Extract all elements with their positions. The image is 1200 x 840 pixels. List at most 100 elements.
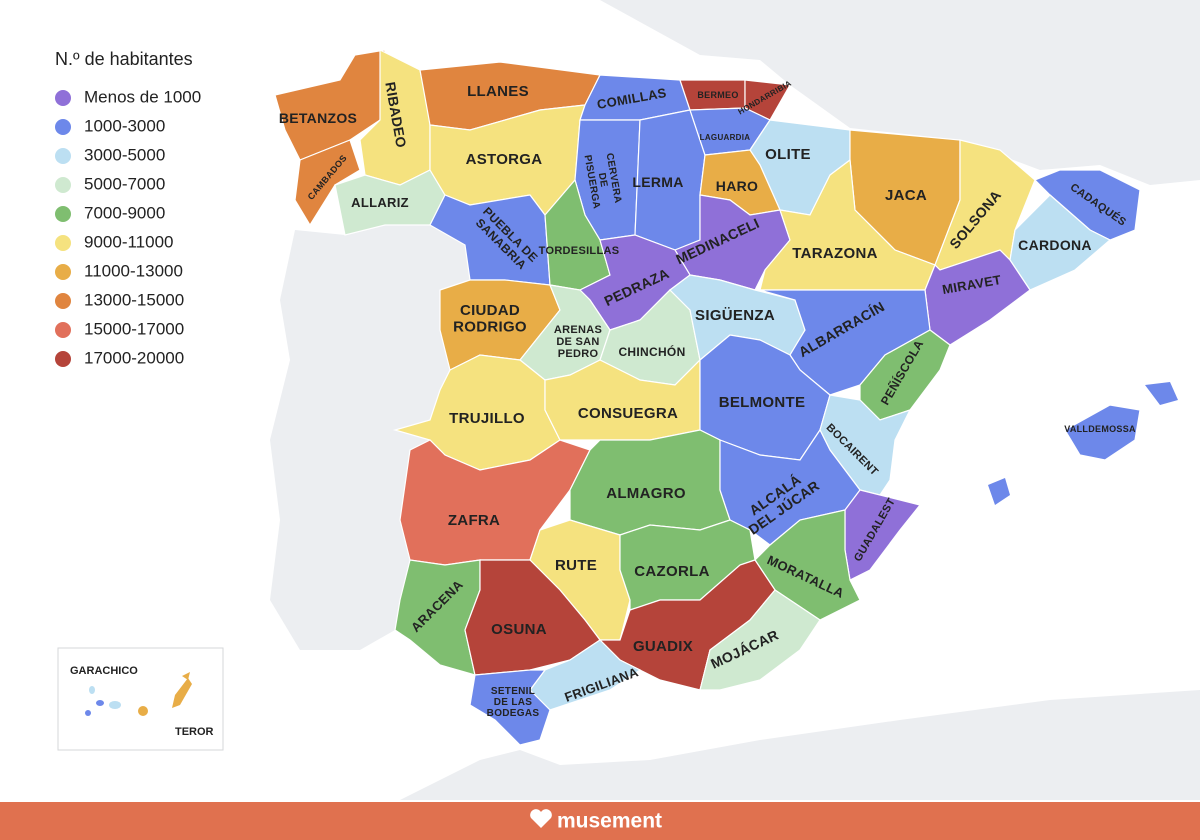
island — [988, 478, 1010, 505]
regions — [274, 49, 1178, 746]
region-label-line: BETANZOS — [279, 110, 357, 126]
region-label-line: OLITE — [765, 146, 811, 163]
region-label-line: DE — [596, 172, 609, 188]
legend-label: 15000-17000 — [84, 319, 184, 338]
region-label: CAZORLA — [634, 563, 709, 580]
region-label-line: DE SAN — [556, 336, 599, 348]
region-label-line: TRUJILLO — [449, 410, 525, 427]
region-label-line: BERMEO — [697, 90, 738, 100]
legend-label: 13000-15000 — [84, 290, 184, 309]
inset-label: TEROR — [175, 726, 214, 738]
region — [469, 669, 551, 746]
region-label-line: LLANES — [467, 83, 529, 100]
region-label: RUTE — [555, 557, 597, 574]
region-label: SIGÜENZA — [695, 307, 775, 324]
brand-name: musement — [557, 810, 662, 833]
portugal-land — [270, 225, 470, 650]
region-label: VALLDEMOSSA — [1064, 424, 1136, 434]
legend-swatch — [55, 119, 71, 135]
region — [394, 559, 481, 676]
legend-swatch — [55, 322, 71, 338]
region-label-line: JACA — [885, 187, 927, 204]
legend-swatch — [55, 264, 71, 280]
region-label: HARO — [716, 178, 758, 194]
region — [1064, 404, 1141, 461]
legend-label: 1000-3000 — [84, 116, 165, 135]
region-label-line: ALMAGRO — [606, 485, 686, 502]
region-label-line: SIGÜENZA — [695, 307, 775, 324]
region-label-line: ZAFRA — [448, 512, 500, 529]
legend-label: Menos de 1000 — [84, 87, 201, 106]
region — [699, 589, 821, 691]
region-label-line: TORDESILLAS — [539, 245, 620, 257]
region-label: CARDONA — [1018, 237, 1092, 253]
region-label-line: CIUDAD — [460, 302, 520, 319]
footer-bar — [0, 802, 1200, 840]
region-label-line: CARDONA — [1018, 237, 1092, 253]
region-label-line: BELMONTE — [719, 394, 806, 411]
region-label-line: HARO — [716, 178, 758, 194]
region — [569, 429, 731, 536]
region-label-line: RODRIGO — [453, 318, 527, 335]
region-label-line: VALLDEMOSSA — [1064, 424, 1136, 434]
region-label: ARENAS DE SAN PEDRO — [554, 324, 602, 360]
africa-land — [400, 690, 1200, 800]
legend-label: 9000-11000 — [84, 232, 174, 251]
region-label-line: PEDRO — [558, 348, 599, 360]
legend: Menos de 1000 1000-3000 3000-5000 5000-7000… — [55, 87, 201, 367]
region-label-line: CONSUEGRA — [578, 405, 678, 422]
region-label: LERMA — [632, 174, 683, 190]
legend-title: N.º de habitantes — [55, 49, 193, 69]
inset-islands — [85, 672, 192, 716]
region-label: OSUNA — [491, 621, 547, 638]
region-label-line: OSUNA — [491, 621, 547, 638]
brand-logo — [530, 809, 552, 828]
region-label: BERMEO — [697, 90, 738, 100]
region-label: ALMAGRO — [606, 485, 686, 502]
region-label: ZAFRA — [448, 512, 500, 529]
inset-label: GARACHICO — [70, 665, 138, 677]
region-label-line: TARAZONA — [792, 245, 877, 262]
legend-swatch — [55, 351, 71, 367]
legend-swatch — [55, 90, 71, 106]
legend-label: 11000-13000 — [84, 261, 183, 280]
region-label-line: CAZORLA — [634, 563, 709, 580]
region-label-line: ALLARIZ — [351, 195, 409, 210]
island — [1145, 382, 1178, 405]
region-label: SETENIL DE LAS BODEGAS — [487, 686, 540, 719]
region-label: CHINCHÓN — [618, 344, 685, 359]
region-label: BETANZOS — [279, 110, 357, 126]
region-label-line: ARENAS — [554, 324, 602, 336]
region-label-line: SETENIL — [491, 686, 535, 697]
legend-swatch — [55, 206, 71, 222]
region-label: JACA — [885, 187, 927, 204]
region-label-line: CHINCHÓN — [618, 344, 685, 359]
region-label-line: ASTORGA — [466, 151, 543, 168]
legend-label: 5000-7000 — [84, 174, 165, 193]
france-land — [600, 0, 1200, 185]
legend-swatch — [55, 293, 71, 309]
region-label: TORDESILLAS — [539, 245, 620, 257]
legend-label: 3000-5000 — [84, 145, 165, 164]
region-label: ALLARIZ — [351, 195, 409, 210]
region-label-line: LERMA — [632, 174, 683, 190]
legend-swatch — [55, 177, 71, 193]
legend-swatch — [55, 235, 71, 251]
legend-label: 17000-20000 — [84, 348, 184, 367]
region-label-line: LAGUARDIA — [700, 133, 751, 142]
region-label: CIUDAD RODRIGO — [453, 302, 527, 336]
region-label: CONSUEGRA — [578, 405, 678, 422]
region-label: LAGUARDIA — [700, 133, 751, 142]
region-label-line: DE LAS — [494, 697, 532, 708]
region-label-line: GUADIX — [633, 638, 693, 655]
region-label: LLANES — [467, 83, 529, 100]
legend-swatch — [55, 148, 71, 164]
legend-label: 7000-9000 — [84, 203, 165, 222]
region-label: GUADIX — [633, 638, 693, 655]
region-label: TARAZONA — [792, 245, 877, 262]
region-label-line: BODEGAS — [487, 708, 540, 719]
region-label: ASTORGA — [466, 151, 543, 168]
inset-box — [57, 647, 224, 751]
